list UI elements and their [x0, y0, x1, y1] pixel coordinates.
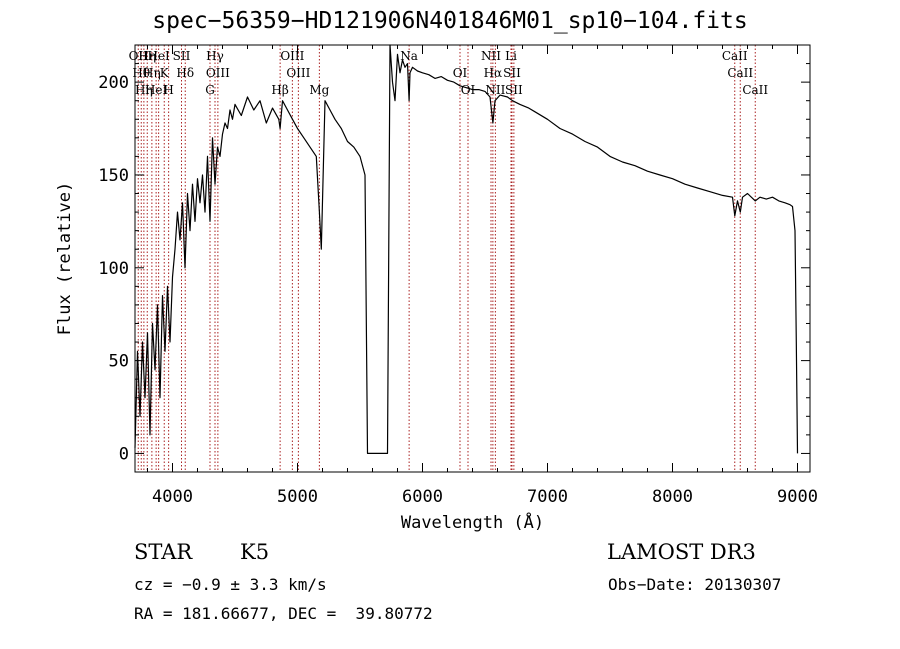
y-tick-label-2: 100: [98, 259, 129, 279]
spectrum-line: [134, 44, 799, 454]
redshift-readout: cz = −0.9 ± 3.3 km/s: [134, 575, 327, 594]
axis-ticks: 4000 5000 6000 7000 8000 9000 0 50 100 150 200: [98, 45, 818, 507]
marker-label-27: CaII: [722, 49, 748, 63]
y-tick-label-3: 150: [98, 166, 129, 186]
marker-label-14: Hβ: [271, 83, 288, 97]
marker-label-13: OIII: [206, 66, 230, 80]
x-tick-label-0: 4000: [152, 487, 193, 507]
y-tick-label-1: 50: [109, 352, 129, 372]
marker-label-0: OII: [129, 49, 149, 63]
spectrum-series: [134, 44, 799, 454]
emission-line-markers: [137, 45, 756, 472]
marker-label-28: CaII: [727, 66, 753, 80]
x-axis-label: Wavelength (Å): [401, 511, 544, 533]
marker-label-2: Hη: [135, 83, 153, 97]
marker-label-5: HeI: [145, 83, 168, 97]
marker-label-29: CaII: [742, 83, 768, 97]
object-type: STAR: [134, 540, 193, 564]
coordinates-readout: RA = 181.66677, DEC = 39.80772: [134, 604, 433, 623]
y-tick-label-0: 0: [119, 444, 129, 464]
marker-label-4: Hη: [143, 66, 161, 80]
marker-label-19: OI: [453, 66, 468, 80]
marker-label-3: Hη: [138, 49, 156, 63]
marker-label-23: NII: [485, 83, 505, 97]
object-subclass: K5: [240, 540, 270, 564]
marker-label-1: Hθ: [132, 66, 150, 80]
marker-label-20: OI: [461, 83, 476, 97]
marker-label-25: SII: [503, 66, 521, 80]
x-tick-label-3: 7000: [527, 487, 568, 507]
x-tick-label-1: 5000: [277, 487, 318, 507]
marker-label-24: Li: [505, 49, 517, 63]
plot-frame: [134, 44, 811, 473]
marker-label-16: OIII: [286, 66, 310, 80]
marker-label-21: NII: [481, 49, 501, 63]
y-axis-label: Flux (relative): [55, 182, 75, 336]
x-tick-label-2: 6000: [402, 487, 443, 507]
marker-label-12: Hγ: [206, 49, 224, 63]
marker-label-22: Hα: [484, 66, 503, 80]
survey-label: LAMOST DR3: [607, 540, 756, 564]
marker-label-9: SII: [173, 49, 191, 63]
x-tick-label-4: 8000: [652, 487, 693, 507]
y-tick-label-4: 200: [98, 73, 129, 93]
marker-label-8: H: [163, 83, 173, 97]
obs-date: Obs−Date: 20130307: [608, 575, 782, 594]
marker-label-7: K: [160, 66, 170, 80]
marker-label-26: SII: [505, 83, 523, 97]
chart-title: spec−56359−HD121906N401846M01_sp10−104.f…: [152, 8, 748, 34]
marker-label-18: Na: [400, 49, 418, 63]
marker-label-6: HeI: [147, 49, 170, 63]
marker-label-10: Hδ: [176, 66, 194, 80]
marker-label-11: G: [205, 83, 215, 97]
marker-label-17: Mg: [309, 83, 329, 97]
marker-label-15: OIII: [280, 49, 304, 63]
marker-labels: OIIHθHηHηHηHeIHeIKHSIIHδGHγOIIIHβOIIIOII…: [129, 49, 769, 97]
x-tick-label-5: 9000: [777, 487, 818, 507]
